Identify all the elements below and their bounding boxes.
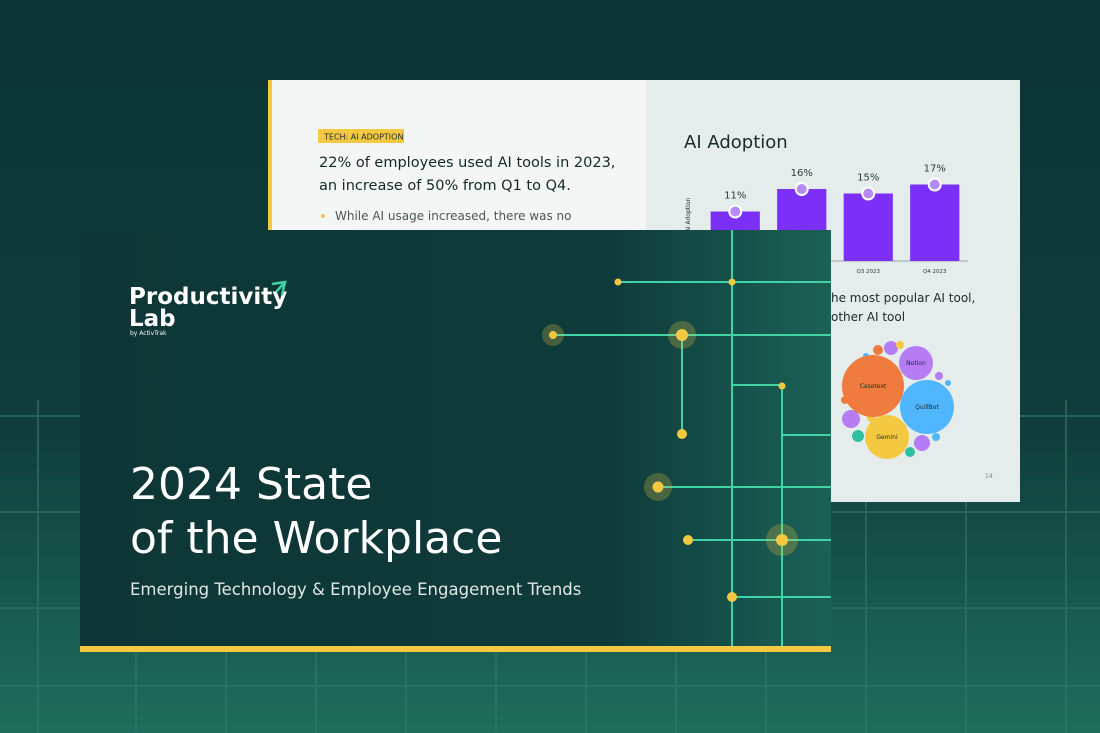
headline: an increase of 50% from Q1 to Q4.	[319, 178, 571, 194]
bullet-dot	[321, 214, 325, 218]
bubble-label: Casetext	[860, 383, 887, 390]
cover	[80, 230, 831, 652]
bubble-chart	[841, 341, 954, 459]
bar-marker	[927, 177, 942, 192]
x-tick-label: Q4 2023	[923, 269, 947, 275]
bar-marker	[728, 204, 743, 219]
bar-marker	[861, 186, 876, 201]
body-text: he most popular AI tool,	[831, 291, 975, 305]
cover-title: 2024 State	[130, 459, 372, 510]
value-label: 11%	[724, 191, 746, 202]
logo: Productivity	[129, 284, 287, 310]
bubble-label: Notion	[906, 360, 926, 367]
logo-byline: by ActivTrak	[130, 330, 167, 337]
bubble-label: QuillBot	[915, 404, 939, 411]
value-label: 15%	[857, 173, 879, 184]
bar	[843, 193, 893, 261]
value-label: 17%	[924, 164, 946, 175]
y-axis-label: AI Adoption	[685, 198, 692, 233]
bar	[910, 184, 960, 261]
tag: TECH: AI ADOPTION	[323, 133, 403, 142]
cover-subtitle: Emerging Technology & Employee Engagemen…	[130, 580, 581, 599]
bubble-label: Gemini	[876, 434, 898, 441]
value-label: 16%	[791, 168, 813, 179]
bar-marker	[794, 182, 809, 196]
chart-title: AI Adoption	[684, 132, 788, 153]
cover-title: of the Workplace	[130, 513, 502, 564]
logo-arrow	[271, 280, 287, 296]
circuit	[542, 230, 831, 646]
page-number: 14	[985, 473, 993, 480]
cover-accent	[80, 646, 831, 652]
headline: 22% of employees used AI tools in 2023,	[319, 155, 615, 171]
x-tick-label: Q3 2023	[856, 269, 880, 275]
tag-box	[318, 129, 404, 143]
body-text: other AI tool	[831, 310, 905, 324]
logo: Lab	[129, 306, 176, 332]
bullet: While AI usage increased, there was no	[335, 209, 572, 223]
